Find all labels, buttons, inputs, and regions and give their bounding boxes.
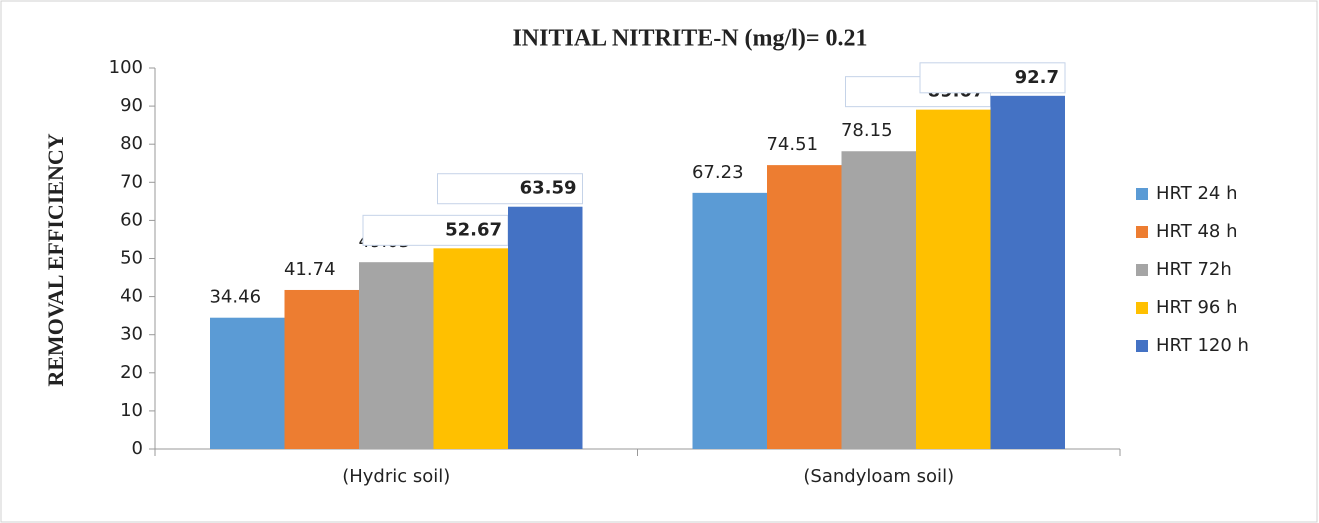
y-tick-label: 100	[109, 57, 143, 78]
legend-label: HRT 120 h	[1156, 335, 1249, 356]
data-label: 63.59	[520, 178, 577, 199]
x-tick-label: (Sandyloam soil)	[803, 466, 954, 487]
y-tick-label: 10	[120, 400, 143, 421]
data-label: 41.74	[284, 259, 336, 280]
label-box	[919, 62, 1066, 94]
y-tick-label: 60	[120, 209, 143, 230]
legend-label: HRT 72h	[1156, 259, 1232, 280]
label-box	[437, 173, 583, 205]
legend-label: HRT 48 h	[1156, 221, 1237, 242]
y-tick-label: 0	[132, 438, 143, 459]
legend-label: HRT 24 h	[1156, 183, 1237, 204]
chart-title: INITIAL NITRITE-N (mg/l)= 0.21	[512, 26, 867, 52]
y-tick-label: 20	[120, 362, 143, 383]
y-tick-label: 90	[120, 95, 143, 116]
label-box	[362, 214, 509, 246]
data-label: 67.23	[692, 162, 744, 183]
legend-swatch	[1136, 188, 1148, 200]
legend-label: HRT 96 h	[1156, 297, 1237, 318]
data-label: 34.46	[209, 287, 261, 308]
bar	[433, 248, 508, 449]
x-tick-label: (Hydric soil)	[342, 466, 450, 487]
data-label: 92.7	[1015, 67, 1059, 88]
y-tick-label: 40	[120, 286, 143, 307]
bar	[841, 151, 916, 449]
legend-swatch	[1136, 302, 1148, 314]
legend-swatch	[1136, 226, 1148, 238]
y-axis-label: REMOVAL EFFICIENCY	[43, 133, 68, 386]
bar	[210, 317, 285, 449]
y-tick-label: 50	[120, 248, 143, 269]
y-tick-label: 30	[120, 324, 143, 345]
bar	[767, 165, 842, 450]
y-tick-label: 80	[120, 133, 143, 154]
bar	[359, 262, 434, 449]
legend-swatch	[1136, 340, 1148, 352]
bar	[692, 192, 767, 449]
bar	[284, 289, 359, 449]
data-label: 74.51	[766, 134, 818, 155]
bar	[990, 95, 1065, 450]
data-label: 78.15	[841, 120, 893, 141]
legend-swatch	[1136, 264, 1148, 276]
bar	[916, 109, 991, 449]
data-label: 52.67	[445, 219, 502, 240]
y-tick-label: 70	[120, 171, 143, 192]
bar	[508, 206, 583, 449]
